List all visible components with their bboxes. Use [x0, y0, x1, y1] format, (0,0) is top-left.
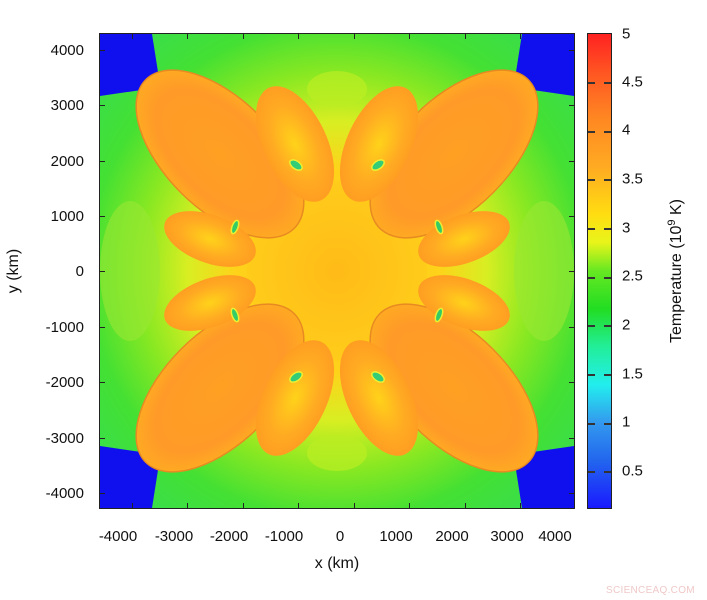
- colorbar-tick-label: 1: [622, 413, 631, 431]
- x-tick-label: 3000: [490, 528, 524, 545]
- colorbar-tick-label: 4: [622, 121, 631, 139]
- colorbar-tick-label: 4.5: [622, 73, 643, 91]
- colorbar-tick-label: 3.5: [622, 170, 643, 188]
- colorbar-tick-label: 1.5: [622, 365, 643, 383]
- y-tick-label: -3000: [45, 430, 84, 447]
- x-tick-label: -3000: [154, 528, 194, 545]
- y-tick-label: -4000: [45, 485, 84, 502]
- temperature-heatmap: [100, 34, 574, 508]
- colorbar-title-text: Temperature (10: [668, 225, 686, 343]
- x-tick-label: -1000: [264, 528, 304, 545]
- colorbar-title: Temperature (109 K): [666, 199, 686, 343]
- y-tick-label: 4000: [50, 42, 84, 59]
- x-axis-title: x (km): [314, 555, 360, 572]
- y-tick-label: 0: [75, 263, 84, 280]
- watermark: SCIENCEAQ.COM: [606, 585, 695, 596]
- y-tick-label: 2000: [50, 153, 84, 170]
- y-axis-title: y (km): [5, 248, 22, 294]
- colorbar-title-unit: K): [668, 199, 686, 220]
- colorbar-tick-label: 3: [622, 219, 631, 237]
- y-tick-label: -2000: [45, 374, 84, 391]
- heatmap-plot-area: [99, 33, 575, 509]
- x-tick-label: 0: [335, 528, 345, 545]
- colorbar: [587, 33, 612, 509]
- colorbar-title-exponent: 9: [665, 219, 678, 226]
- x-tick-label: -2000: [209, 528, 249, 545]
- x-tick-label: 2000: [435, 528, 469, 545]
- colorbar-tick-label: 2.5: [622, 267, 643, 285]
- x-tick-label: -4000: [98, 528, 138, 545]
- y-tick-label: 1000: [50, 208, 84, 225]
- x-tick-label: 4000: [538, 528, 572, 545]
- colorbar-tick-label: 5: [622, 25, 631, 43]
- y-tick-label: -1000: [45, 319, 84, 336]
- y-tick-label: 3000: [50, 97, 84, 114]
- colorbar-tick-label: 2: [622, 316, 631, 334]
- colorbar-tick-label: 0.5: [622, 462, 643, 480]
- x-tick-label: 1000: [379, 528, 413, 545]
